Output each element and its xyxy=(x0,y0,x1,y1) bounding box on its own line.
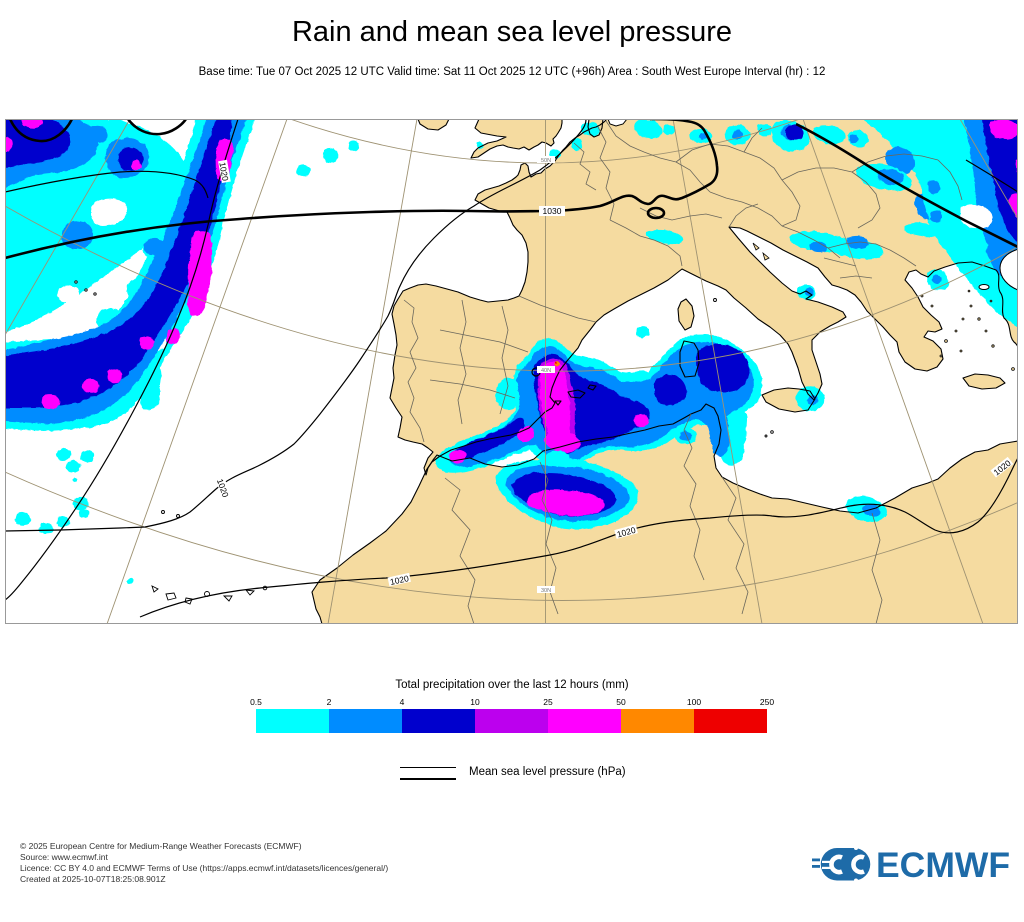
svg-text:1030: 1030 xyxy=(543,206,562,216)
svg-text:40N: 40N xyxy=(541,368,551,374)
svg-text:10: 10 xyxy=(470,697,480,707)
svg-text:50N: 50N xyxy=(541,158,551,164)
svg-text:100: 100 xyxy=(687,697,701,707)
svg-text:2: 2 xyxy=(327,697,332,707)
svg-text:1020: 1020 xyxy=(217,161,230,182)
svg-text:250: 250 xyxy=(760,697,774,707)
svg-text:4: 4 xyxy=(400,697,405,707)
svg-text:25: 25 xyxy=(543,697,553,707)
svg-text:1020: 1020 xyxy=(389,573,410,587)
svg-text:50: 50 xyxy=(616,697,626,707)
svg-text:1020: 1020 xyxy=(616,525,637,540)
svg-text:30N: 30N xyxy=(541,588,551,594)
svg-text:ECMWF: ECMWF xyxy=(876,847,1010,883)
svg-text:0.5: 0.5 xyxy=(250,697,262,707)
